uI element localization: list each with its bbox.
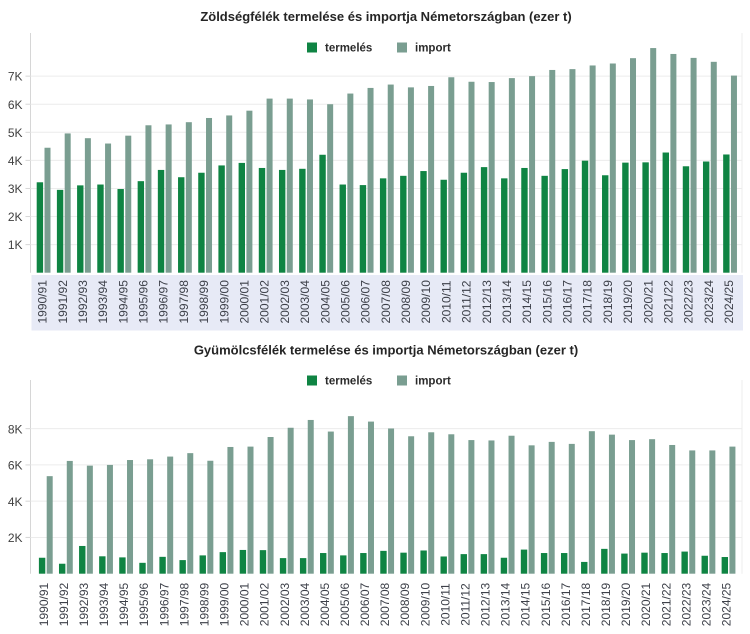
svg-text:1991/92: 1991/92 [57,582,71,626]
svg-text:1995/96: 1995/96 [137,280,151,324]
svg-text:2023/24: 2023/24 [702,280,716,324]
svg-text:Gyümölcsfélék termelése és imp: Gyümölcsfélék termelése és importja Néme… [194,343,578,358]
svg-text:2021/22: 2021/22 [661,280,675,324]
svg-text:2000/01: 2000/01 [238,582,252,626]
svg-text:2002/03: 2002/03 [278,280,292,324]
svg-text:4K: 4K [8,495,23,509]
svg-text:2007/08: 2007/08 [379,280,393,324]
svg-text:1996/97: 1996/97 [157,280,171,324]
svg-text:1999/00: 1999/00 [217,280,231,324]
svg-text:1997/98: 1997/98 [177,280,191,324]
svg-text:2001/02: 2001/02 [258,280,272,324]
svg-text:2014/15: 2014/15 [519,582,533,626]
svg-text:2004/05: 2004/05 [318,582,332,626]
svg-text:2017/18: 2017/18 [581,280,595,324]
svg-text:2010/11: 2010/11 [439,280,453,323]
svg-text:1999/00: 1999/00 [218,582,232,626]
svg-text:6K: 6K [8,459,23,473]
svg-text:2024/25: 2024/25 [720,582,734,626]
svg-text:2012/13: 2012/13 [479,582,493,626]
svg-text:2007/08: 2007/08 [378,582,392,626]
svg-text:2008/09: 2008/09 [398,582,412,626]
svg-text:import: import [415,376,451,388]
svg-text:2024/25: 2024/25 [722,280,736,324]
svg-text:2001/02: 2001/02 [258,582,272,626]
svg-text:1994/95: 1994/95 [116,280,130,324]
svg-text:5K: 5K [8,126,23,140]
svg-text:Zöldségfélék termelése és impo: Zöldségfélék termelése és importja Német… [200,9,571,24]
svg-text:2003/04: 2003/04 [298,280,312,324]
svg-text:8K: 8K [8,422,23,436]
svg-text:4K: 4K [8,154,23,168]
svg-text:2010/11: 2010/11 [438,583,452,626]
svg-text:2018/19: 2018/19 [601,280,615,324]
svg-text:2006/07: 2006/07 [359,280,373,324]
svg-text:2018/19: 2018/19 [599,582,613,626]
svg-text:2019/20: 2019/20 [619,582,633,626]
svg-text:2K: 2K [8,210,23,224]
svg-text:2023/24: 2023/24 [699,582,713,626]
svg-text:2021/22: 2021/22 [659,582,673,626]
svg-text:2016/17: 2016/17 [561,280,575,324]
svg-text:6K: 6K [8,98,23,112]
svg-text:1998/99: 1998/99 [197,582,211,626]
svg-text:2020/21: 2020/21 [639,582,653,626]
svg-text:1995/96: 1995/96 [137,582,151,626]
svg-text:1994/95: 1994/95 [117,582,131,626]
svg-text:2000/01: 2000/01 [238,280,252,324]
svg-text:2009/10: 2009/10 [418,582,432,626]
svg-text:1991/92: 1991/92 [56,280,70,324]
svg-text:termelés: termelés [325,43,372,55]
svg-text:2013/14: 2013/14 [499,582,513,626]
svg-text:2004/05: 2004/05 [318,280,332,324]
svg-text:2022/23: 2022/23 [682,280,696,324]
svg-text:2005/06: 2005/06 [338,280,352,324]
svg-text:1993/94: 1993/94 [97,582,111,626]
svg-text:2015/16: 2015/16 [540,280,554,324]
svg-text:2012/13: 2012/13 [480,280,494,324]
svg-text:7K: 7K [8,70,23,84]
svg-text:2017/18: 2017/18 [579,582,593,626]
svg-text:2006/07: 2006/07 [358,582,372,626]
svg-text:2016/17: 2016/17 [559,582,573,626]
svg-text:1992/93: 1992/93 [77,582,91,626]
svg-text:2005/06: 2005/06 [338,582,352,626]
svg-text:1990/91: 1990/91 [37,582,51,626]
svg-text:1993/94: 1993/94 [96,280,110,324]
svg-text:2019/20: 2019/20 [621,280,635,324]
svg-text:2014/15: 2014/15 [520,280,534,324]
svg-text:import: import [415,43,451,55]
svg-text:2009/10: 2009/10 [419,280,433,324]
svg-text:2022/23: 2022/23 [679,582,693,626]
svg-text:termelés: termelés [325,376,372,388]
svg-text:2011/12: 2011/12 [460,280,474,323]
svg-text:3K: 3K [8,182,23,196]
svg-text:2020/21: 2020/21 [641,280,655,324]
svg-text:1998/99: 1998/99 [197,280,211,324]
svg-text:2011/12: 2011/12 [458,583,472,626]
svg-text:1992/93: 1992/93 [76,280,90,324]
svg-text:1990/91: 1990/91 [36,280,50,324]
svg-text:2003/04: 2003/04 [298,582,312,626]
svg-text:2013/14: 2013/14 [500,280,514,324]
svg-text:2015/16: 2015/16 [539,582,553,626]
svg-text:2K: 2K [8,531,23,545]
svg-text:2002/03: 2002/03 [278,582,292,626]
svg-text:2008/09: 2008/09 [399,280,413,324]
svg-text:1997/98: 1997/98 [177,582,191,626]
svg-text:1996/97: 1996/97 [157,582,171,626]
svg-text:1K: 1K [8,238,23,252]
